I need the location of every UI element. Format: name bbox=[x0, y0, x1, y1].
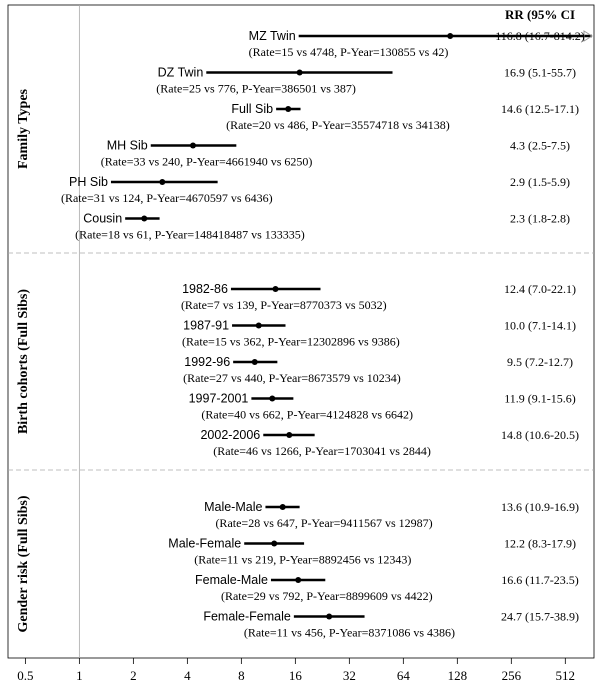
rr-value: 24.7 (15.7-38.9) bbox=[501, 610, 579, 624]
rr-value: 11.9 (9.1-15.6) bbox=[504, 392, 576, 406]
x-tick-label: 16 bbox=[289, 668, 303, 683]
row-label: 1997-2001 bbox=[189, 392, 249, 406]
row-stats: (Rate=15 vs 4748, P-Year=130855 vs 42) bbox=[249, 45, 449, 59]
row-label: DZ Twin bbox=[158, 66, 204, 80]
x-tick-label: 64 bbox=[397, 668, 411, 683]
x-tick-label: 512 bbox=[556, 668, 576, 683]
point-estimate bbox=[447, 33, 454, 39]
row-label: 1982-86 bbox=[182, 282, 228, 296]
point-estimate bbox=[285, 106, 292, 112]
x-tick-label: 2 bbox=[130, 668, 137, 683]
rr-value: 116.8 (16.7-814.2) bbox=[495, 29, 585, 43]
x-tick-label: 8 bbox=[238, 668, 245, 683]
point-estimate bbox=[272, 286, 279, 292]
row-stats: (Rate=46 vs 1266, P-Year=1703041 vs 2844… bbox=[213, 444, 431, 458]
rr-value: 2.3 (1.8-2.8) bbox=[510, 212, 570, 226]
rr-value: 12.2 (8.3-17.9) bbox=[504, 537, 576, 551]
row-label: MH Sib bbox=[107, 139, 148, 153]
row-label: Male-Male bbox=[204, 500, 262, 514]
row-label: MZ Twin bbox=[249, 29, 296, 43]
point-estimate bbox=[141, 215, 148, 222]
x-tick-label: 32 bbox=[343, 668, 356, 683]
rr-value: 16.9 (5.1-55.7) bbox=[504, 66, 576, 80]
row-stats: (Rate=28 vs 647, P-Year=9411567 vs 12987… bbox=[215, 516, 432, 530]
point-estimate bbox=[159, 179, 166, 185]
group-label: Family Types bbox=[16, 88, 31, 169]
rr-value: 12.4 (7.0-22.1) bbox=[504, 282, 576, 296]
rr-value: 14.8 (10.6-20.5) bbox=[501, 428, 579, 442]
x-tick-label: 1 bbox=[76, 668, 83, 683]
row-stats: (Rate=11 vs 219, P-Year=8892456 vs 12343… bbox=[194, 553, 411, 567]
row-label: 2002-2006 bbox=[200, 428, 260, 442]
row-stats: (Rate=40 vs 662, P-Year=4124828 vs 6642) bbox=[201, 408, 413, 422]
row-stats: (Rate=31 vs 124, P-Year=4670597 vs 6436) bbox=[61, 191, 273, 205]
point-estimate bbox=[189, 142, 196, 149]
row-stats: (Rate=11 vs 456, P-Year=8371086 vs 4386) bbox=[244, 626, 455, 640]
row-label: Male-Female bbox=[168, 537, 241, 551]
plot-frame bbox=[7, 4, 595, 659]
row-stats: (Rate=33 vs 240, P-Year=4661940 vs 6250) bbox=[101, 155, 313, 169]
rr-value: 2.9 (1.5-5.9) bbox=[510, 175, 570, 189]
x-tick-label: 0.5 bbox=[17, 668, 33, 683]
row-label: 1992-96 bbox=[184, 355, 230, 369]
rr-value: 14.6 (12.5-17.1) bbox=[501, 102, 579, 116]
row-stats: (Rate=7 vs 139, P-Year=8770373 vs 5032) bbox=[181, 298, 387, 312]
x-tick-label: 4 bbox=[184, 668, 191, 683]
point-estimate bbox=[326, 613, 333, 620]
row-stats: (Rate=18 vs 61, P-Year=148418487 vs 1333… bbox=[75, 228, 305, 242]
rr-value: 16.6 (11.7-23.5) bbox=[501, 573, 579, 587]
row-stats: (Rate=15 vs 362, P-Year=12302896 vs 9386… bbox=[182, 335, 400, 349]
point-estimate bbox=[286, 432, 293, 438]
row-label: Full Sib bbox=[231, 102, 273, 116]
point-estimate bbox=[271, 540, 278, 547]
row-label: Cousin bbox=[83, 212, 122, 226]
rr-value: 10.0 (7.1-14.1) bbox=[504, 319, 576, 333]
point-estimate bbox=[295, 577, 302, 583]
point-estimate bbox=[251, 359, 258, 365]
row-stats: (Rate=25 vs 776, P-Year=386501 vs 387) bbox=[156, 82, 356, 96]
row-stats: (Rate=20 vs 486, P-Year=35574718 vs 3413… bbox=[226, 118, 450, 132]
rr-value: 4.3 (2.5-7.5) bbox=[510, 139, 570, 153]
point-estimate bbox=[279, 504, 286, 510]
point-estimate bbox=[296, 69, 303, 76]
rr-value: 9.5 (7.2-12.7) bbox=[507, 355, 573, 369]
row-label: 1987-91 bbox=[183, 319, 229, 333]
rr-header: RR (95% CI bbox=[505, 7, 575, 22]
point-estimate bbox=[269, 395, 276, 402]
x-tick-label: 128 bbox=[448, 668, 468, 683]
rr-value: 13.6 (10.9-16.9) bbox=[501, 500, 579, 514]
group-label: Gender risk (Full Sibs) bbox=[16, 495, 31, 632]
row-label: Female-Female bbox=[203, 610, 291, 624]
row-stats: (Rate=29 vs 792, P-Year=8899609 vs 4422) bbox=[221, 589, 433, 603]
x-tick-label: 256 bbox=[502, 668, 522, 683]
point-estimate bbox=[255, 322, 262, 329]
row-label: PH Sib bbox=[69, 175, 108, 189]
group-label: Birth cohorts (Full Sibs) bbox=[16, 289, 31, 434]
row-label: Female-Male bbox=[195, 573, 268, 587]
row-stats: (Rate=27 vs 440, P-Year=8673579 vs 10234… bbox=[183, 371, 401, 385]
ci-arrow bbox=[583, 30, 593, 42]
